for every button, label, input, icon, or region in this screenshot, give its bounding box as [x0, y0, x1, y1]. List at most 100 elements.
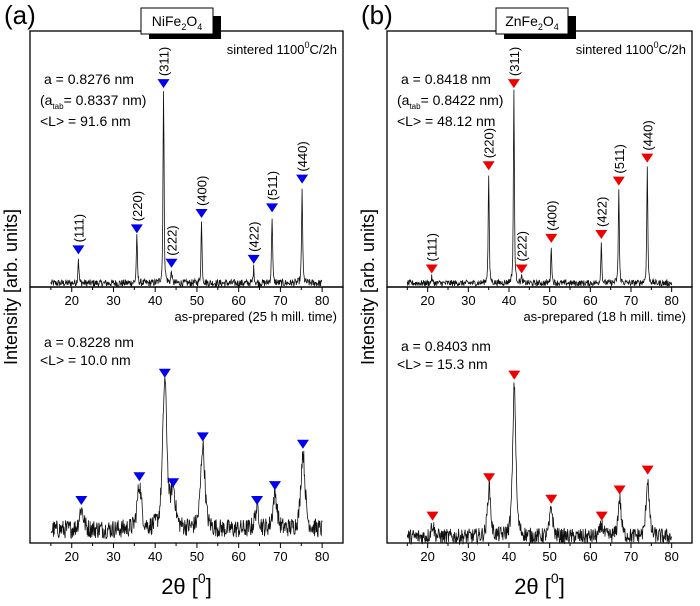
hkl-label: (220) — [482, 128, 497, 158]
diffraction-curve — [406, 382, 673, 546]
compound-sub: 2 — [538, 22, 543, 32]
peak-marker-icon — [482, 161, 495, 171]
hkl-label: (422) — [594, 197, 609, 227]
condition-label: sintered 11000C/2h — [576, 40, 686, 57]
x-label-end: ] — [559, 574, 565, 599]
peak-marker-icon — [483, 473, 496, 483]
compound-mid: O — [186, 13, 197, 29]
x-label-sup: 0 — [551, 570, 559, 586]
peak-marker-icon — [72, 245, 85, 255]
x-tick-label: 70 — [273, 293, 287, 308]
x-label-main: 2θ [ — [514, 574, 551, 599]
panel-b: (b)Intensity [arb. units]2θ [0]20 30 40 50 6… — [358, 0, 693, 599]
hkl-label: (511) — [265, 171, 280, 200]
lattice-parameter: a = 0.8228 nm — [44, 334, 134, 350]
x-tick-label: 70 — [273, 549, 287, 564]
peak-marker-icon — [296, 439, 309, 449]
condition-post: C/2h — [310, 42, 337, 57]
x-tick-label: 70 — [624, 293, 638, 308]
x-tick-label: 80 — [664, 293, 678, 308]
hkl-label: (222) — [164, 225, 179, 255]
x-axis-label: 2θ [0] — [161, 570, 212, 599]
panel-a: (a)Intensity [arb. units]2θ [0]20 30 40 50 6… — [1, 0, 344, 599]
peak-marker-icon — [75, 495, 88, 505]
y-axis-label: Intensity [arb. units] — [1, 209, 21, 365]
peak-marker-icon — [195, 209, 208, 219]
peak-marker-icon — [196, 432, 209, 442]
peak-marker-icon — [515, 264, 528, 274]
x-tick-label: 50 — [542, 293, 556, 308]
peak-marker-icon — [613, 485, 626, 495]
sintered-subplot: 20 30 40 50 60 70 80 (111) (220) (311) (222) (400) (… — [29, 30, 344, 308]
plot-frame — [29, 286, 344, 544]
peak-marker-icon — [133, 472, 146, 482]
x-label-end: ] — [206, 574, 212, 599]
compound-title: ZnFe2O4 — [505, 13, 559, 32]
compound-base: ZnFe — [505, 13, 538, 29]
peak-marker-icon — [595, 511, 608, 521]
diffraction-curve — [50, 91, 323, 288]
crystallite-size: <L> = 10.0 nm — [40, 352, 131, 368]
x-tick-label: 30 — [106, 549, 120, 564]
peak-marker-icon — [268, 481, 281, 491]
peak-marker-icon — [130, 224, 143, 234]
tabulated-lattice-parameter: (atab= 0.8337 nm) — [40, 92, 146, 111]
peak-marker-icon — [595, 230, 608, 240]
condition-label: sintered 11000C/2h — [227, 40, 337, 57]
x-tick-label: 40 — [148, 293, 162, 308]
hkl-label: (111) — [425, 233, 440, 261]
hkl-label: (440) — [640, 120, 655, 150]
x-tick-label: 80 — [664, 549, 678, 564]
peak-marker-icon — [426, 511, 439, 521]
peak-marker-icon — [167, 478, 180, 488]
atab-sub: tab — [52, 102, 64, 111]
x-tick-label: 30 — [461, 293, 475, 308]
peak-marker-icon — [612, 176, 625, 186]
condition-label: as-prepared (25 h mill. time) — [174, 309, 337, 324]
hkl-label: (400) — [544, 201, 559, 231]
compound-mid: O — [543, 13, 554, 29]
y-axis-label: Intensity [arb. units] — [358, 209, 378, 365]
crystallite-size: <L> = 48.12 nm — [397, 113, 495, 129]
x-tick-label: 60 — [231, 549, 245, 564]
condition-text: sintered 1100 — [227, 42, 305, 57]
condition-sup: 0 — [654, 40, 659, 50]
x-tick-label: 50 — [190, 549, 204, 564]
hkl-label: (111) — [71, 214, 86, 242]
peak-marker-icon — [545, 233, 558, 243]
hkl-label: (311) — [507, 47, 522, 76]
condition-text: as-prepared (25 h mill. time) — [174, 309, 337, 324]
hkl-label: (220) — [130, 191, 145, 221]
hkl-label: (422) — [247, 222, 262, 252]
panel-label: (b) — [361, 0, 393, 30]
crystallite-size: <L> = 91.6 nm — [40, 113, 131, 129]
peak-marker-icon — [165, 258, 178, 268]
title-box — [140, 7, 214, 35]
peak-marker-icon — [641, 153, 654, 163]
lattice-parameter: a = 0.8418 nm — [401, 71, 491, 87]
x-tick-label: 80 — [315, 549, 329, 564]
condition-text: sintered 1100 — [576, 42, 654, 57]
x-tick-label: 80 — [315, 293, 329, 308]
x-tick-label: 40 — [502, 549, 516, 564]
x-tick-label: 20 — [420, 549, 434, 564]
peak-marker-icon — [266, 203, 279, 213]
peak-marker-icon — [508, 370, 521, 380]
x-tick-label: 30 — [106, 293, 120, 308]
compound-title: NiFe2O4 — [152, 13, 202, 32]
lattice-parameter: a = 0.8276 nm — [44, 71, 134, 87]
x-tick-label: 50 — [542, 549, 556, 564]
atab-post: = 0.8337 nm) — [64, 92, 147, 108]
lattice-parameter: a = 0.8403 nm — [401, 338, 491, 354]
condition-sup: 0 — [305, 40, 310, 50]
peak-marker-icon — [158, 368, 171, 378]
peak-marker-icon — [507, 79, 520, 89]
compound-sub: 2 — [181, 22, 186, 32]
x-label-sup: 0 — [198, 570, 206, 586]
hkl-label: (400) — [195, 176, 210, 206]
x-label-main: 2θ [ — [161, 574, 198, 599]
hkl-label: (511) — [612, 144, 627, 173]
